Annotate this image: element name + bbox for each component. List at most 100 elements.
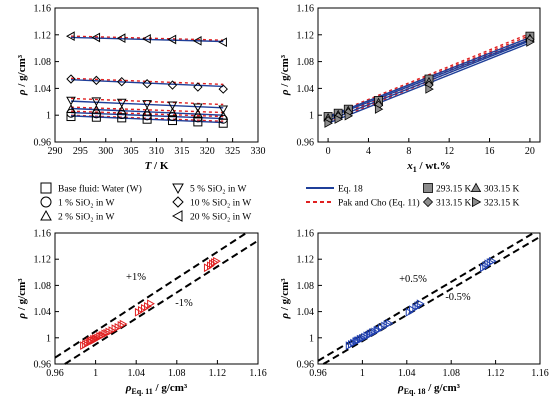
data-point [116,105,127,115]
data-point [66,104,76,113]
data-point [374,104,384,114]
data-point [416,299,425,309]
data-point [142,79,152,89]
data-point [116,33,126,43]
data-point [167,101,178,111]
legend-label: 303.15 K [484,185,520,195]
legend-label: Base fluid: Water (W) [58,184,142,195]
x-tick-label: 0.96 [46,368,64,379]
y-tick-label: 1.16 [34,229,52,240]
legend-marker [422,196,434,208]
deviation-bound-line [317,232,535,362]
y-tick-label: 1.08 [297,281,315,292]
deviation-annotation: +0.5% [399,274,427,285]
y-tick-label: 1.12 [34,255,52,266]
data-point [66,108,76,118]
legend-label: 313.15 K [436,199,472,209]
data-point [91,104,102,114]
x-tick-label: 300 [98,146,113,157]
data-point [414,301,423,311]
data-point [142,100,152,109]
data-point [117,76,127,87]
legend-marker [40,182,52,194]
y-tick-label: 1.16 [297,4,315,15]
x-tick-label: 0 [326,146,331,157]
legend-marker [423,183,433,193]
x-tick-label: 295 [73,146,88,157]
data-point [324,118,333,128]
data-point [334,114,344,124]
data-point [142,111,152,121]
deviation-annotation: -1% [175,298,193,309]
legend-marker [172,183,184,195]
y-axis-unit: / g/cm³ [16,54,28,89]
legend-label: 293.15 K [436,185,472,195]
x-axis-subscript: 1 [413,165,417,174]
x-tick-label: 1.08 [168,368,186,379]
data-point [482,261,491,271]
legend-label: 20 % SiO₂ in W [190,213,251,223]
y-tick-label: 1.08 [297,57,315,68]
data-point [206,261,215,271]
data-point [193,82,203,92]
deviation-annotation: +1% [126,272,146,283]
x-axis-label: ρEq. 18 / g/cm³ [397,382,461,396]
data-point [369,328,377,337]
eq18-line [70,78,224,88]
data-point [218,105,229,115]
y-axis-label: ρ / g/cm³ [16,278,28,320]
plot-frame [317,232,541,365]
data-point [218,110,229,120]
data-point [65,31,75,41]
y-tick-label: 1.04 [34,84,52,95]
y-tick-label: 1 [309,111,314,122]
legend-label: 323.15 K [484,199,520,209]
y-tick-label: 1 [309,333,314,344]
y-axis-variable: ρ [279,89,291,96]
panel-parity-eq18: 0.96 1 1.04 1.08 1.12 1.16 0.96 1 1.04 1.08 1.12 1.… [279,229,549,397]
legend-marker [40,209,52,221]
data-point [167,116,177,126]
y-axis-label: ρ / g/cm³ [279,278,291,320]
legend-marker [40,196,52,208]
data-point [167,80,178,90]
x-axis-label: ρEq. 11 / g/cm³ [125,382,188,396]
data-point [193,103,203,113]
legend-label: 1 % SiO₂ in W [58,199,114,209]
x-tick-label: 1.04 [127,368,145,379]
data-point [66,96,76,106]
x-axis-variable: ρ [125,382,132,394]
data-point [412,303,421,313]
legend-label: Eq. 18 [338,185,363,195]
legend-label: Pak and Cho (Eq. 11) [338,198,420,209]
data-point [213,256,221,266]
data-point [66,74,76,84]
y-tick-label: 1 [46,111,51,122]
pak-cho-line [70,114,224,122]
x-axis-variable: ρ [397,382,404,394]
panel-parity-pak-cho: 0.96 1 1.04 1.08 1.12 1.16 0.96 1 1.04 1.08 1.12 1.… [16,229,267,397]
data-point [147,299,155,309]
data-point [488,256,497,266]
x-tick-label: 310 [149,146,164,157]
y-axis-label: ρ / g/cm³ [16,54,28,96]
legend-marker [470,182,482,193]
x-tick-label: 325 [225,146,240,157]
pak-cho-line [70,110,224,118]
y-tick-label: 1.04 [297,307,315,318]
x-tick-label: 0.96 [309,368,327,379]
eq18-line [70,36,224,43]
y-tick-label: 1.12 [297,255,315,266]
y-tick-label: 1 [46,333,51,344]
x-axis-subscript: Eq. 11 [131,387,152,396]
data-point [167,107,178,117]
x-tick-label: 1 [93,368,98,379]
data-point [218,84,228,94]
x-axis-unit: / K [151,160,169,172]
x-tick-label: 1.16 [531,368,549,379]
x-tick-label: 16 [485,146,495,157]
y-tick-label: 0.96 [297,138,315,149]
data-point [385,319,394,328]
